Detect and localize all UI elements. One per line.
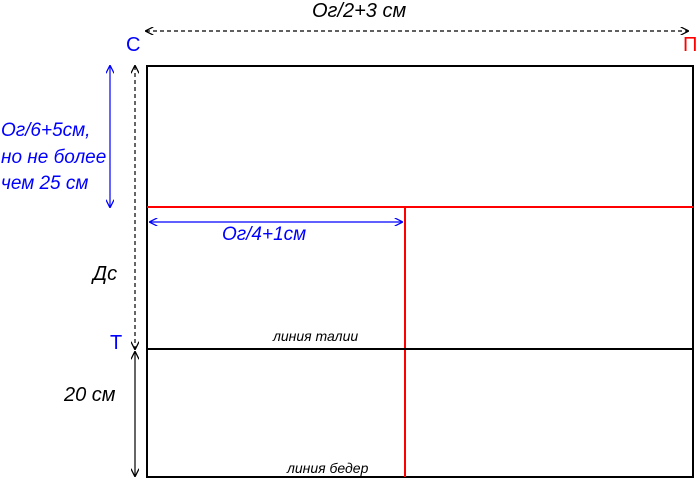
waist-line-label: линия талии: [272, 328, 358, 344]
hip-line-label: линия бедер: [286, 460, 369, 476]
armhole-depth-label-line1: Ог/6+5см,: [1, 120, 90, 141]
point-t-label: Т: [110, 332, 122, 354]
point-p-label: П: [683, 34, 697, 56]
back-width-dimension-label: Ог/4+1см: [222, 224, 306, 245]
pattern-outline: [146, 65, 694, 478]
point-s-label: С: [126, 34, 140, 56]
hip-depth-label: 20 см: [63, 384, 116, 406]
back-length-label: Дс: [91, 263, 117, 285]
armhole-depth-label-line3: чем 25 см: [1, 173, 88, 194]
armhole-depth-label-line2: но не более: [1, 147, 106, 168]
width-dimension-label: Ог/2+3 см: [312, 0, 406, 22]
